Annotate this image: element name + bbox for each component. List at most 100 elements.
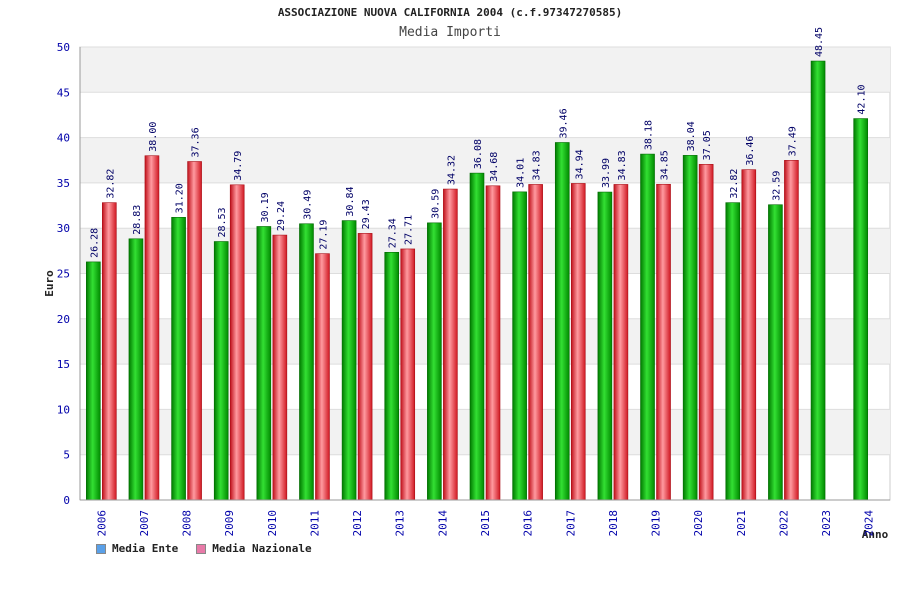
bar-media-ente xyxy=(597,191,613,501)
x-tick-label: 2013 xyxy=(394,510,407,537)
data-label: 38.18 xyxy=(644,120,655,150)
bar-media-nazionale xyxy=(315,253,330,501)
data-label: 36.08 xyxy=(473,139,484,169)
bar-media-ente xyxy=(128,238,144,501)
data-label: 34.83 xyxy=(532,150,543,180)
x-tick-label: 2007 xyxy=(138,510,151,537)
bar-media-ente xyxy=(640,153,655,501)
x-tick-label: 2008 xyxy=(181,510,194,537)
data-label: 29.43 xyxy=(361,199,372,229)
bar-media-ente xyxy=(810,60,826,501)
y-tick-label: 25 xyxy=(57,268,70,281)
data-label: 48.45 xyxy=(814,27,825,57)
grid-band xyxy=(80,47,890,93)
bar-media-ente xyxy=(213,241,229,501)
bar-media-ente xyxy=(768,204,783,501)
bar-media-ente xyxy=(341,220,357,501)
data-label: 42.10 xyxy=(857,84,868,114)
x-tick-label: 2016 xyxy=(522,510,535,537)
bar-media-nazionale xyxy=(229,184,245,501)
data-label: 36.46 xyxy=(745,136,756,166)
x-tick-label: 2014 xyxy=(436,510,449,537)
data-label: 30.49 xyxy=(302,190,313,220)
x-tick-label: 2023 xyxy=(820,510,833,537)
data-label: 28.83 xyxy=(132,205,143,235)
x-tick-label: 2015 xyxy=(479,510,492,537)
data-label: 28.53 xyxy=(217,207,228,237)
legend-label-media-ente: Media Ente xyxy=(112,542,179,555)
data-label: 30.59 xyxy=(430,189,441,219)
data-label: 30.84 xyxy=(345,186,356,216)
bar-media-ente xyxy=(384,251,400,501)
bar-media-nazionale xyxy=(784,160,799,501)
data-label: 34.68 xyxy=(489,152,500,182)
data-label: 34.01 xyxy=(516,158,527,188)
data-label: 34.85 xyxy=(660,150,671,180)
x-tick-label: 2010 xyxy=(266,510,279,537)
x-tick-label: 2018 xyxy=(607,510,620,537)
bar-media-ente xyxy=(256,226,272,501)
y-tick-label: 10 xyxy=(57,403,70,416)
bar-media-nazionale xyxy=(400,248,416,501)
data-label: 37.05 xyxy=(702,130,713,160)
data-label: 31.20 xyxy=(175,183,186,213)
bar-media-nazionale xyxy=(357,233,373,501)
bar-media-ente xyxy=(853,118,868,501)
bar-media-nazionale xyxy=(102,202,117,501)
x-tick-label: 2009 xyxy=(223,510,236,537)
bar-media-nazionale xyxy=(272,234,288,501)
bar-media-nazionale xyxy=(443,188,458,501)
y-tick-label: 35 xyxy=(57,177,70,190)
chart-title: ASSOCIAZIONE NUOVA CALIFORNIA 2004 (c.f.… xyxy=(277,6,623,19)
y-tick-label: 0 xyxy=(63,494,70,507)
x-tick-label: 2021 xyxy=(735,510,748,537)
bar-media-ente xyxy=(512,191,527,501)
bar-media-ente xyxy=(682,155,698,501)
bar-media-ente xyxy=(86,261,101,501)
data-label: 34.79 xyxy=(233,151,244,181)
bar-media-ente xyxy=(554,142,570,501)
x-tick-label: 2022 xyxy=(777,510,790,537)
data-label: 34.32 xyxy=(446,155,457,185)
data-label: 27.71 xyxy=(404,215,415,245)
bar-media-ente xyxy=(427,222,442,501)
bar-media-nazionale xyxy=(656,183,671,501)
x-tick-label: 2020 xyxy=(692,510,705,537)
x-axis-label: Anno xyxy=(862,528,889,541)
x-tick-label: 2017 xyxy=(564,510,577,537)
bar-media-ente xyxy=(171,217,186,501)
bar-media-nazionale xyxy=(570,183,586,501)
data-label: 33.99 xyxy=(601,158,612,188)
y-tick-label: 30 xyxy=(57,222,70,235)
bar-media-nazionale xyxy=(741,169,757,501)
data-label: 27.19 xyxy=(318,220,329,250)
bar-media-ente xyxy=(469,172,485,501)
data-label: 27.34 xyxy=(388,218,399,248)
y-tick-label: 45 xyxy=(57,86,70,99)
bar-media-ente xyxy=(299,223,314,501)
data-label: 30.19 xyxy=(260,192,271,222)
x-tick-label: 2012 xyxy=(351,510,364,537)
bar-media-ente xyxy=(725,202,741,501)
legend-label-media-nazionale: Media Nazionale xyxy=(212,542,312,555)
data-label: 34.83 xyxy=(617,150,628,180)
bar-media-nazionale xyxy=(485,185,501,501)
legend-swatch-media-nazionale xyxy=(196,543,207,554)
data-label: 26.28 xyxy=(89,228,100,258)
data-label: 37.49 xyxy=(787,126,798,156)
y-tick-label: 50 xyxy=(57,41,70,54)
data-label: 34.94 xyxy=(574,149,585,179)
y-tick-label: 20 xyxy=(57,313,70,326)
data-label: 39.46 xyxy=(558,108,569,138)
data-label: 32.82 xyxy=(105,169,116,199)
y-axis-label: Euro xyxy=(43,270,56,297)
data-label: 37.36 xyxy=(191,127,202,157)
data-label: 29.24 xyxy=(276,201,287,231)
y-tick-label: 40 xyxy=(57,132,70,145)
x-tick-label: 2019 xyxy=(650,510,663,537)
x-tick-label: 2024 xyxy=(863,510,876,537)
legend-item-media-ente: Media Ente xyxy=(96,542,178,555)
x-tick-label: 2006 xyxy=(95,510,108,537)
chart-subtitle: Media Importi xyxy=(399,25,501,40)
